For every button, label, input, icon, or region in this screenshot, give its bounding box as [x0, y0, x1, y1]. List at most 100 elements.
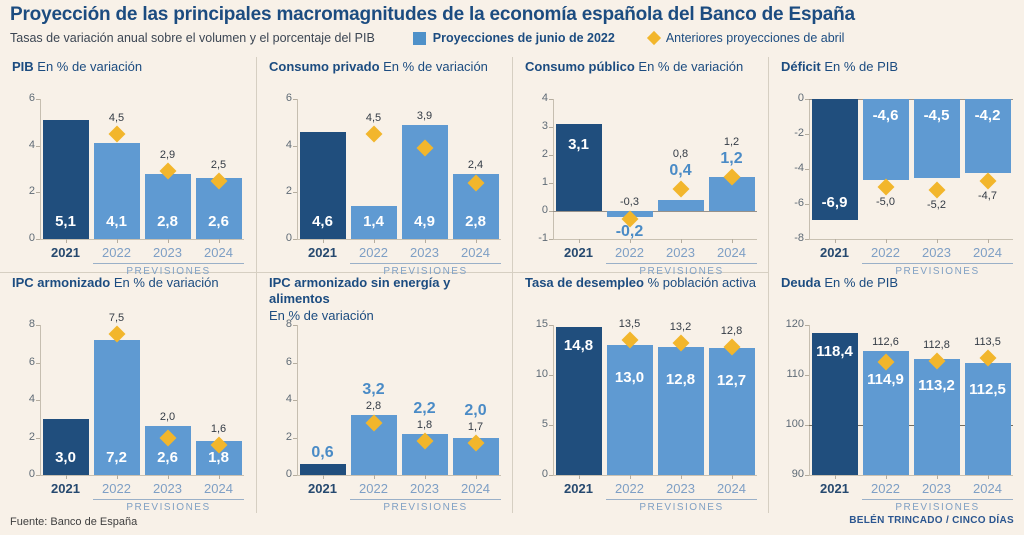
diamond-marker — [979, 172, 996, 190]
previsiones-line — [862, 263, 1013, 264]
y-axis — [40, 99, 41, 239]
x-tick — [167, 239, 169, 243]
diamond-value-label: 1,2 — [723, 136, 740, 149]
x-tick — [987, 475, 989, 479]
year-label: 2021 — [564, 245, 593, 260]
axis-bottom-line — [40, 475, 244, 476]
year-label: 2024 — [204, 481, 233, 496]
y-tick-label: -6 — [794, 197, 804, 209]
diamond-value-label: 12,8 — [720, 325, 743, 337]
diamond-value-label: 1,7 — [467, 421, 484, 434]
plot-area: 8 6 4 2 0 3,0 2021 7,2 7,5 2022 2,6 2,0 2023 1,8 1,6 20… — [29, 312, 244, 513]
y-tick — [36, 362, 40, 364]
diamond-value-label: -5,2 — [927, 199, 946, 211]
value-label: -0,2 — [615, 223, 644, 241]
diamond-value-label: 2,9 — [159, 149, 176, 162]
y-tick — [36, 400, 40, 401]
x-tick — [116, 475, 118, 479]
y-tick — [805, 134, 809, 135]
chart-title: IPC armonizado sin energía y alimentos En… — [269, 275, 504, 323]
credit-note: BELÉN TRINCADO / CINCO DÍAS — [849, 515, 1014, 526]
diamond-value-label: 2,5 — [210, 158, 227, 171]
y-tick — [293, 239, 297, 240]
year-label: 2021 — [308, 481, 337, 496]
axis-bottom-line — [553, 239, 757, 240]
diamond-value-label: 3,9 — [416, 109, 433, 122]
year-label: 2024 — [717, 481, 746, 496]
year-label: 2021 — [308, 245, 337, 260]
diamond-value-label: 2,8 — [365, 400, 382, 412]
bar — [964, 362, 1011, 475]
y-tick-label: 0 — [541, 468, 548, 480]
y-tick — [549, 325, 553, 326]
value-label: 1,2 — [720, 150, 743, 168]
value-label: 112,5 — [969, 380, 1006, 398]
value-label: -4,2 — [974, 107, 1001, 124]
bar — [657, 347, 704, 475]
value-label: 7,2 — [106, 449, 127, 466]
bar — [913, 359, 960, 475]
bar — [299, 131, 346, 239]
y-axis — [809, 325, 810, 475]
bar — [42, 120, 89, 239]
bar — [657, 199, 704, 211]
y-tick — [36, 325, 40, 326]
chart-title: Deuda En % de PIB — [781, 275, 1016, 308]
year-label: 2023 — [153, 245, 182, 260]
y-tick — [293, 145, 297, 147]
chart-panel-desempleo: Tasa de desempleo % población activa 15 10… — [512, 273, 768, 513]
y-axis — [297, 325, 298, 475]
diamond-value-label: -4,7 — [978, 190, 997, 203]
y-axis — [809, 99, 810, 239]
bar — [811, 333, 858, 475]
year-label: 2023 — [410, 481, 439, 496]
y-tick — [293, 400, 297, 401]
diamond-value-label: 113,5 — [974, 335, 1001, 348]
y-tick — [36, 145, 40, 147]
year-label: 2023 — [922, 245, 951, 260]
year-label: 2022 — [359, 481, 388, 496]
x-tick — [731, 475, 733, 479]
y-axis — [553, 325, 554, 475]
x-tick — [167, 475, 169, 479]
chart-title: Consumo público En % de variación — [525, 59, 760, 77]
charts-grid: PIB En % de variación 6 4 2 0 5,1 2021 4,1 4,5 20… — [0, 57, 1024, 513]
y-tick-label: 6 — [28, 355, 35, 368]
chart-unit: En % de variación — [33, 59, 143, 74]
previsiones-line — [350, 499, 501, 500]
page-title: Proyección de las principales macromagni… — [10, 4, 855, 25]
chart-panel-pib: PIB En % de variación 6 4 2 0 5,1 2021 4,1 4,5 20… — [0, 57, 256, 277]
chart-title-bold: Consumo público — [525, 59, 635, 74]
diamond-value-label: 2,0 — [159, 411, 176, 424]
diamond-value-label: 13,2 — [669, 321, 692, 333]
y-tick-label: 4 — [285, 393, 292, 405]
y-tick — [36, 99, 40, 100]
previsiones-line — [606, 263, 757, 264]
chart-title: IPC armonizado En % de variación — [12, 275, 248, 308]
value-label: 113,2 — [918, 377, 955, 394]
x-tick — [475, 239, 477, 243]
axis-bottom-line — [553, 475, 757, 476]
y-tick-label: 2 — [28, 430, 35, 443]
bar — [606, 345, 653, 475]
y-tick — [805, 239, 809, 240]
y-tick — [293, 325, 297, 326]
x-tick — [629, 475, 631, 479]
reference-line — [809, 425, 1013, 426]
chart-panel-ipc-armonizado: IPC armonizado En % de variación 8 6 4 2 0 3,0… — [0, 273, 256, 513]
y-tick-label: 110 — [786, 368, 804, 380]
y-tick-label: 4 — [285, 138, 292, 151]
value-label: 12,8 — [665, 371, 696, 388]
y-tick — [293, 362, 297, 364]
y-tick-label: 1 — [541, 176, 548, 188]
y-tick — [36, 192, 40, 194]
x-tick — [731, 239, 733, 243]
chart-unit: En % de variación — [634, 59, 744, 74]
diamond-marker — [108, 125, 125, 143]
y-tick — [549, 183, 553, 184]
year-label: 2023 — [153, 481, 182, 496]
year-label: 2024 — [973, 245, 1002, 260]
year-label: 2023 — [410, 245, 439, 260]
source-note: Fuente: Banco de España — [10, 516, 138, 528]
year-label: 2022 — [871, 245, 900, 260]
